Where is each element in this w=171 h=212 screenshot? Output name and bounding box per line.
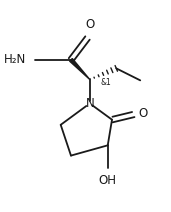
Text: H₂N: H₂N bbox=[4, 53, 27, 66]
Text: O: O bbox=[139, 107, 148, 120]
Polygon shape bbox=[70, 59, 90, 80]
Text: N: N bbox=[85, 97, 94, 110]
Text: OH: OH bbox=[99, 174, 117, 187]
Text: &1: &1 bbox=[100, 78, 111, 87]
Text: O: O bbox=[85, 18, 94, 31]
